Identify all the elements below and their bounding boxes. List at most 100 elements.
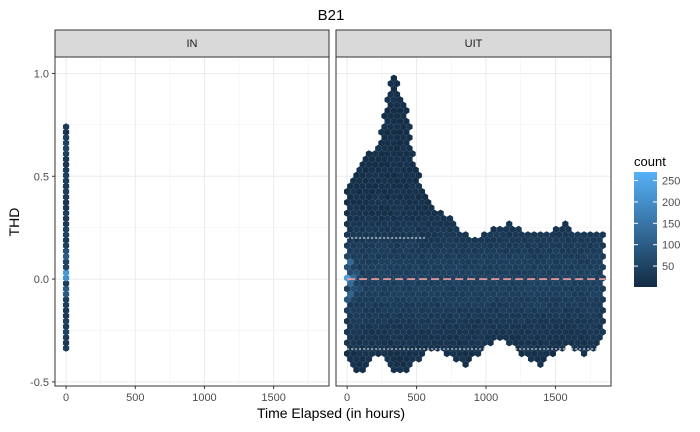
hex-bin: [359, 225, 366, 233]
hex-bin: [580, 242, 588, 250]
hex-bin: [384, 96, 391, 104]
hex-bin: [493, 328, 500, 336]
hex-bin: [387, 188, 394, 196]
hex-bin: [437, 252, 444, 260]
hex-bin: [499, 306, 507, 314]
hex-bin: [384, 182, 391, 190]
hex-bin: [587, 285, 594, 293]
hex-bin: [443, 263, 450, 271]
hex-bin: [549, 296, 556, 304]
hex-bin: [434, 312, 441, 320]
hex-bin: [403, 323, 410, 331]
hex-bin: [459, 247, 466, 255]
hex-bin: [396, 312, 404, 320]
hex-bin: [418, 328, 426, 336]
hex-bin: [490, 279, 497, 287]
hex-bin: [356, 263, 363, 271]
hex-bin: [365, 258, 373, 266]
hex-bin: [403, 290, 410, 298]
hex-bin: [474, 317, 482, 325]
hex-bin: [437, 296, 444, 304]
x-tick-label: 1000: [192, 392, 216, 404]
hex-bin: [571, 236, 578, 244]
hex-bin: [406, 360, 413, 368]
hex-bin: [378, 333, 385, 341]
hex-bin: [425, 296, 432, 304]
hex-bin: [459, 258, 466, 266]
hex-bin: [403, 117, 410, 125]
hex-bin: [593, 339, 600, 347]
hex-bin: [356, 328, 363, 336]
hex-bin: [409, 193, 416, 201]
hex-bin: [443, 306, 450, 314]
hex-bin: [406, 220, 413, 228]
hex-bin: [584, 269, 591, 277]
hex-bin: [381, 134, 388, 142]
hex-bin: [418, 339, 426, 347]
hex-bin: [415, 204, 422, 212]
hex-bin: [515, 225, 522, 233]
hex-bin: [343, 263, 351, 271]
hex-bin: [449, 328, 457, 336]
hex-bin: [372, 225, 379, 233]
hex-bin: [378, 269, 385, 277]
hex-bin: [350, 296, 357, 304]
hex-bin: [381, 144, 388, 152]
hex-bin: [496, 236, 503, 244]
hex-bin: [434, 247, 441, 255]
hex-bin: [487, 339, 494, 347]
hex-bin: [387, 231, 394, 239]
hex-bin: [384, 279, 391, 287]
hex-bin: [490, 312, 497, 320]
hex-bin: [400, 231, 407, 239]
hex-bin: [412, 285, 419, 293]
hex-bin: [353, 182, 360, 190]
hex-bin: [562, 328, 569, 336]
hex-bin: [425, 285, 432, 293]
facet-uit: UIT 0 500 1000 1500: [335, 29, 612, 404]
hex-bin: [62, 123, 70, 131]
hex-bin: [409, 344, 416, 352]
hex-bin: [406, 198, 413, 206]
hex-bin: [353, 225, 360, 233]
hex-bin: [418, 220, 426, 228]
hex-bin: [368, 155, 376, 163]
hex-bin: [396, 117, 404, 125]
hex-bin: [356, 339, 363, 347]
hex-bin: [387, 80, 394, 88]
hex-bin: [577, 344, 585, 352]
hex-bin: [462, 285, 469, 293]
hex-bin: [347, 193, 354, 201]
hex-bin: [481, 317, 488, 325]
hex-bin: [459, 301, 466, 309]
hex-bin: [418, 242, 426, 250]
hex-bin: [425, 317, 432, 325]
hex-bin: [350, 252, 357, 260]
hex-bin: [543, 242, 550, 250]
y-tick-label: 0.5: [34, 171, 49, 183]
hex-bin: [565, 333, 572, 341]
hex-bin: [347, 204, 354, 212]
hex-bin: [503, 258, 510, 266]
hex-bin: [559, 279, 566, 287]
hex-bin: [596, 312, 603, 320]
hex-bin: [415, 193, 422, 201]
hex-bin: [518, 350, 525, 358]
hex-bin: [425, 263, 432, 271]
hex-bin: [418, 317, 426, 325]
hex-bin: [577, 301, 585, 309]
hex-bin: [587, 339, 594, 347]
hex-bin: [362, 339, 369, 347]
hex-bin: [490, 301, 497, 309]
hex-bin: [421, 290, 429, 298]
hex-bin: [393, 188, 401, 196]
hex-bin: [387, 166, 394, 174]
hex-bin: [343, 328, 351, 336]
hex-bin: [387, 90, 394, 98]
hex-bin: [353, 258, 360, 266]
hex-bin: [593, 263, 600, 271]
hex-bin: [490, 236, 497, 244]
hex-bin: [353, 344, 360, 352]
hex-bin: [496, 225, 503, 233]
hex-bin: [540, 301, 547, 309]
